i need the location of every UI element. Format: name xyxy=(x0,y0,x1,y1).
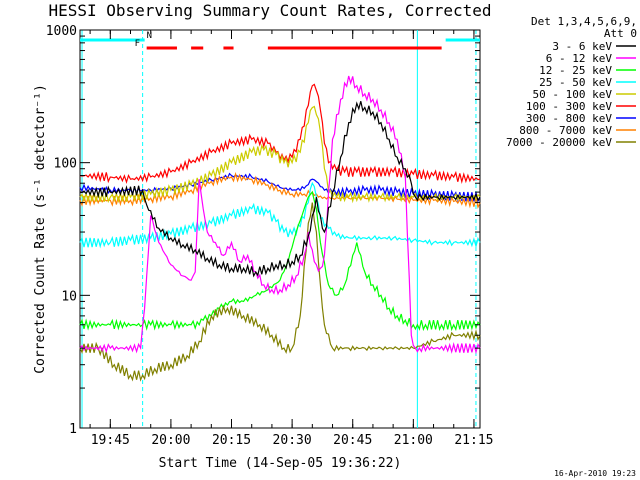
x-tick-label: 20:45 xyxy=(333,433,372,448)
x-axis: 19:45 20:00 20:15 20:30 20:45 21:00 21:15 xyxy=(89,30,494,448)
x-tick-label: 21:15 xyxy=(454,433,493,448)
vertical-markers xyxy=(81,30,477,428)
series-line-50-100-kev xyxy=(79,105,481,204)
series-line-800-7000-kev xyxy=(79,171,481,210)
legend-label-300-800-kev: 300 - 800 keV xyxy=(526,112,612,125)
series-line-100-300-kev xyxy=(79,83,481,184)
legend-label-6-12-kev: 6 - 12 keV xyxy=(546,52,613,65)
series-line-6-12-kev xyxy=(79,75,481,355)
x-tick-label: 19:45 xyxy=(91,433,130,448)
plot-area: NF xyxy=(79,29,481,429)
y-axis-label: Corrected Count Rate (s⁻¹ detector⁻¹) xyxy=(33,84,48,374)
flag-label-f: F xyxy=(135,39,140,49)
y-tick-label: 1 xyxy=(69,422,77,437)
legend-label-25-50-kev: 25 - 50 keV xyxy=(539,76,612,89)
y-tick-label: 100 xyxy=(54,157,77,172)
series-line-7000-20000-kev xyxy=(79,202,481,382)
series-line-25-50-kev xyxy=(79,181,481,249)
legend-header-line: Att 0 xyxy=(604,27,637,40)
chart-title: HESSI Observing Summary Count Rates, Cor… xyxy=(48,1,491,20)
x-tick-label: 20:30 xyxy=(273,433,312,448)
legend-label-50-100-kev: 50 - 100 keV xyxy=(533,88,613,101)
flag-label-n: N xyxy=(147,31,152,41)
series-line-12-25-kev xyxy=(79,190,481,332)
y-axis: 1 10 100 1000 xyxy=(46,24,480,437)
plot-frame xyxy=(79,29,481,429)
legend-label-100-300-kev: 100 - 300 keV xyxy=(526,100,612,113)
x-axis-label: Start Time (14-Sep-05 19:36:22) xyxy=(159,456,402,471)
x-tick-label: 20:15 xyxy=(212,433,251,448)
series-line-3-6-kev xyxy=(79,101,481,278)
x-tick-label: 20:00 xyxy=(151,433,190,448)
y-tick-label: 1000 xyxy=(46,24,77,39)
legend-header-line: Det 1,3,4,5,6,9, xyxy=(531,15,637,28)
legend-label-12-25-kev: 12 - 25 keV xyxy=(539,64,612,77)
footer-timestamp: 16-Apr-2010 19:23 xyxy=(554,469,636,478)
legend-label-800-7000-kev: 800 - 7000 keV xyxy=(519,124,612,137)
legend-label-7000-20000-kev: 7000 - 20000 keV xyxy=(506,136,612,149)
series-lines xyxy=(79,75,481,382)
legend-label-3-6-kev: 3 - 6 keV xyxy=(552,40,612,53)
y-tick-label: 10 xyxy=(61,289,77,304)
flag-rows: NF xyxy=(80,31,480,50)
x-tick-label: 21:00 xyxy=(394,433,433,448)
